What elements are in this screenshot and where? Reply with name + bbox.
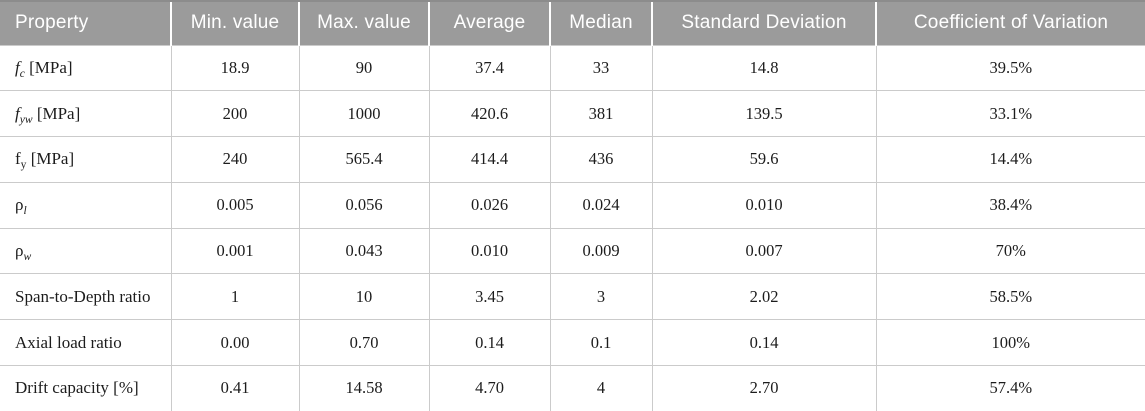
value-cell: 139.5 [651,90,876,137]
table-row: Axial load ratio 0.00 0.70 0.14 0.1 0.14 100% [0,319,1145,366]
property-unit: [MPa] [26,149,75,169]
value-cell: 59.6 [651,136,876,183]
value-cell: 0.00 [170,319,299,366]
value-cell: 0.043 [298,227,429,274]
value-cell: 1 [170,273,299,320]
column-header-median: Median [549,0,652,45]
property-cell: fy [MPa] [0,136,171,183]
property-subscript: yw [19,112,33,126]
value-cell: 58.5% [875,273,1145,320]
value-cell: 18.9 [170,44,299,91]
value-cell: 0.41 [170,365,299,411]
property-cell: Span-to-Depth ratio [0,273,171,320]
value-cell: 57.4% [875,365,1145,411]
value-cell: 2.02 [651,273,876,320]
value-cell: 420.6 [428,90,550,137]
value-cell: 70% [875,227,1145,274]
table-row: fy [MPa] 240 565.4 414.4 436 59.6 14.4% [0,136,1145,183]
value-cell: 0.007 [651,227,876,274]
property-cell: Axial load ratio [0,319,171,366]
value-cell: 3.45 [428,273,550,320]
property-base: ρ [15,241,24,261]
value-cell: 90 [298,44,429,91]
value-cell: 33 [549,44,652,91]
value-cell: 38.4% [875,181,1145,229]
table-row: Span-to-Depth ratio 1 10 3.45 3 2.02 58.5% [0,273,1145,320]
value-cell: 14.58 [298,365,429,411]
table-body: fc [MPa] 18.9 90 37.4 33 14.8 39.5% fyw [MPa] 20… [0,44,1145,411]
value-cell: 436 [549,136,652,183]
property-cell: ρl [0,181,171,229]
value-cell: 0.056 [298,181,429,229]
value-cell: 14.8 [651,44,876,91]
value-cell: 0.009 [549,227,652,274]
table-row: fyw [MPa] 200 1000 420.6 381 139.5 33.1% [0,90,1145,137]
property-base: f [15,149,21,169]
table-header: Property Min. value Max. value Average M… [0,0,1145,45]
value-cell: 100% [875,319,1145,366]
value-cell: 1000 [298,90,429,137]
column-header-coefficient-of-variation: Coefficient of Variation [875,0,1145,45]
column-header-max-value: Max. value [298,0,429,45]
property-subscript: l [23,204,27,218]
value-cell: 200 [170,90,299,137]
value-cell: 0.026 [428,181,550,229]
value-cell: 2.70 [651,365,876,411]
property-cell: Drift capacity [%] [0,365,171,411]
property-base: f [15,57,20,77]
value-cell: 39.5% [875,44,1145,91]
value-cell: 0.14 [651,319,876,366]
value-cell: 0.010 [428,227,550,274]
value-cell: 0.024 [549,181,652,229]
property-subscript: w [23,250,32,264]
header-row: Property Min. value Max. value Average M… [0,0,1145,45]
value-cell: 3 [549,273,652,320]
value-cell: 10 [298,273,429,320]
column-header-min-value: Min. value [170,0,299,45]
table-row: ρw 0.001 0.043 0.010 0.009 0.007 70% [0,227,1145,274]
table-row: fc [MPa] 18.9 90 37.4 33 14.8 39.5% [0,44,1145,91]
column-header-standard-deviation: Standard Deviation [651,0,876,45]
value-cell: 4.70 [428,365,550,411]
value-cell: 0.005 [170,181,299,229]
value-cell: 37.4 [428,44,550,91]
property-base: Span-to-Depth ratio [15,286,151,306]
value-cell: 4 [549,365,652,411]
value-cell: 565.4 [298,136,429,183]
property-base: f [15,103,20,123]
property-cell: ρw [0,227,171,274]
property-subscript: c [19,66,25,80]
property-unit: [MPa] [24,57,73,77]
property-base: Drift capacity [%] [15,378,139,398]
property-base: Axial load ratio [15,332,122,352]
value-cell: 0.14 [428,319,550,366]
property-subscript: y [20,158,27,172]
value-cell: 14.4% [875,136,1145,183]
value-cell: 33.1% [875,90,1145,137]
value-cell: 240 [170,136,299,183]
table-row: ρl 0.005 0.056 0.026 0.024 0.010 38.4% [0,181,1145,229]
property-unit: [MPa] [32,103,81,123]
value-cell: 0.1 [549,319,652,366]
column-header-average: Average [428,0,550,45]
value-cell: 414.4 [428,136,550,183]
property-cell: fc [MPa] [0,44,171,91]
table-row: Drift capacity [%] 0.41 14.58 4.70 4 2.70 57.4… [0,365,1145,411]
property-cell: fyw [MPa] [0,90,171,137]
column-header-property: Property [0,0,171,45]
value-cell: 0.001 [170,227,299,274]
property-base: ρ [15,195,24,215]
value-cell: 0.70 [298,319,429,366]
value-cell: 381 [549,90,652,137]
value-cell: 0.010 [651,181,876,229]
